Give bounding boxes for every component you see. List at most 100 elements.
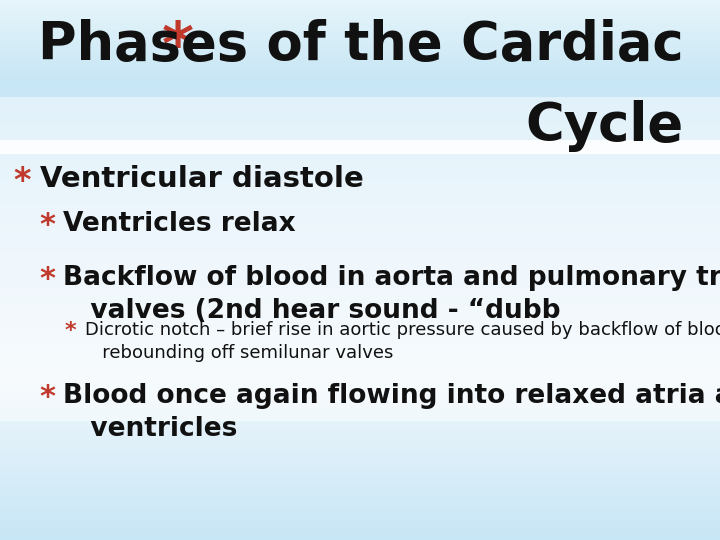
Bar: [0, 154, 720, 155]
Bar: [0, 214, 720, 215]
Bar: [0, 240, 720, 241]
Bar: [0, 148, 720, 150]
Bar: [0, 463, 720, 464]
Text: Blood once again flowing into relaxed atria and passively into
   ventricles: Blood once again flowing into relaxed at…: [63, 383, 720, 442]
Bar: [0, 405, 720, 406]
Bar: [0, 267, 720, 268]
Bar: [0, 80, 720, 81]
Bar: [0, 100, 720, 101]
Bar: [0, 113, 720, 114]
Bar: [0, 186, 720, 187]
Bar: [0, 109, 720, 110]
Bar: [0, 401, 720, 402]
Bar: [0, 458, 720, 459]
Bar: [0, 269, 720, 270]
Bar: [0, 181, 720, 182]
Bar: [0, 83, 720, 84]
Bar: [0, 142, 720, 143]
Bar: [0, 285, 720, 286]
Bar: [0, 81, 720, 82]
Bar: [0, 415, 720, 416]
Bar: [0, 434, 720, 435]
Bar: [0, 453, 720, 454]
Bar: [0, 8, 720, 9]
Bar: [0, 328, 720, 329]
Bar: [0, 252, 720, 253]
Bar: [0, 118, 720, 119]
Bar: [0, 324, 720, 325]
Bar: [0, 288, 720, 289]
Bar: [0, 404, 720, 405]
Bar: [0, 25, 720, 26]
Bar: [0, 383, 720, 384]
Bar: [0, 172, 720, 173]
Bar: [0, 195, 720, 196]
Bar: [0, 525, 720, 526]
Text: *: *: [162, 19, 194, 78]
Bar: [0, 353, 720, 354]
Bar: [0, 344, 720, 345]
Bar: [0, 275, 720, 276]
Bar: [0, 507, 720, 508]
Bar: [0, 144, 720, 145]
Bar: [0, 47, 720, 48]
Bar: [0, 153, 720, 154]
Bar: [0, 451, 720, 452]
Bar: [0, 299, 720, 300]
Bar: [0, 395, 720, 396]
Bar: [0, 403, 720, 404]
Bar: [0, 164, 720, 165]
Bar: [0, 491, 720, 492]
Bar: [0, 504, 720, 505]
Bar: [0, 526, 720, 528]
Bar: [0, 201, 720, 202]
Bar: [0, 329, 720, 330]
Bar: [0, 141, 720, 142]
Bar: [0, 508, 720, 509]
Bar: [0, 219, 720, 220]
Bar: [0, 262, 720, 263]
Bar: [0, 368, 720, 369]
Bar: [0, 221, 720, 222]
Text: Ventricles relax: Ventricles relax: [63, 211, 295, 237]
Bar: [0, 402, 720, 403]
Bar: [0, 356, 720, 357]
Bar: [0, 185, 720, 186]
Bar: [0, 341, 720, 342]
Bar: [0, 227, 720, 228]
Bar: [0, 66, 720, 68]
Bar: [0, 512, 720, 513]
Bar: [0, 94, 720, 96]
Bar: [0, 255, 720, 256]
Bar: [0, 230, 720, 231]
Bar: [0, 304, 720, 305]
Bar: [0, 444, 720, 445]
Bar: [0, 531, 720, 532]
Text: Cycle: Cycle: [526, 100, 684, 152]
Bar: [0, 207, 720, 208]
Bar: [0, 274, 720, 275]
Bar: [0, 276, 720, 277]
Bar: [0, 111, 720, 112]
Bar: [0, 211, 720, 212]
Bar: [0, 115, 720, 116]
Bar: [0, 421, 720, 422]
Bar: [0, 476, 720, 477]
Bar: [0, 134, 720, 135]
Bar: [0, 53, 720, 54]
Bar: [0, 9, 720, 10]
Bar: [0, 85, 720, 86]
Bar: [0, 469, 720, 470]
Text: Ventricular diastole: Ventricular diastole: [40, 165, 364, 193]
Bar: [0, 298, 720, 299]
Bar: [0, 443, 720, 444]
Bar: [0, 322, 720, 323]
Bar: [0, 467, 720, 468]
Bar: [0, 238, 720, 239]
Bar: [0, 19, 720, 20]
Bar: [0, 345, 720, 346]
Bar: [0, 310, 720, 312]
Bar: [0, 314, 720, 315]
Bar: [0, 406, 720, 407]
Bar: [0, 247, 720, 248]
